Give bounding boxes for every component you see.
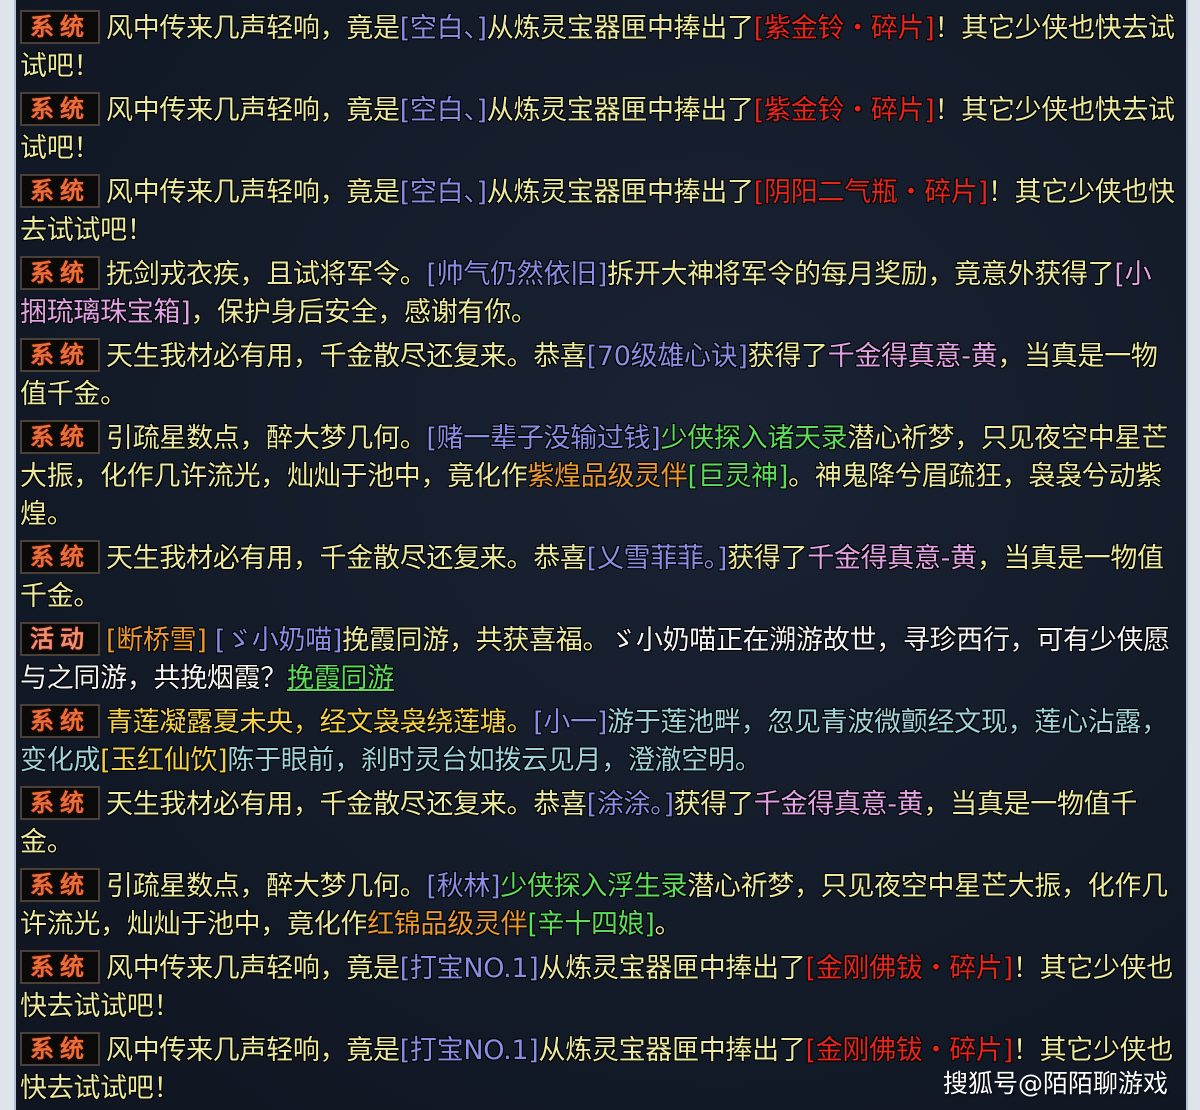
- message-text: 获得了: [747, 341, 828, 372]
- player-name-link[interactable]: [打宝NO.1]: [399, 953, 539, 984]
- message-text: ！其它少侠也快去试试吧！: [20, 177, 1175, 246]
- message-text: 陈于眼前，刹时灵台如拨云见月，澄澈空明。: [227, 745, 762, 776]
- chat-message: 系统 引疏星数点，醉大梦几何。[赌一辈子没输过钱]少侠探入诸天录潜心祈梦，只见夜空…: [20, 420, 1178, 534]
- message-text: ，当真是一物值千金。: [20, 543, 1164, 612]
- message-text: 风中传来几声轻响，竟是: [106, 13, 400, 44]
- system-channel-tag: 系统: [20, 92, 100, 126]
- message-text: 。神鬼降兮眉疏狂，袅袅兮动紫煌。: [20, 461, 1162, 530]
- item-link[interactable]: [紫金铃・碎片]: [753, 95, 935, 126]
- system-channel-tag: 系统: [20, 10, 100, 44]
- message-text: ！其它少侠也快去试试吧！: [20, 95, 1175, 164]
- message-text: 紫煌品级灵伴: [527, 461, 688, 492]
- message-text: ！其它少侠也快去试试吧！: [20, 13, 1175, 82]
- message-text: 红锦品级灵伴: [367, 909, 528, 940]
- player-name-link[interactable]: [空白、]: [399, 13, 487, 44]
- item-link[interactable]: [紫金铃・碎片]: [753, 13, 935, 44]
- chat-message: 系统 风中传来几声轻响，竟是[空白、]从炼灵宝器匣中捧出了[阴阳二气瓶・碎片]！其…: [20, 174, 1178, 250]
- item-link[interactable]: [金刚佛钹・碎片]: [805, 1035, 1014, 1066]
- player-name-link[interactable]: [打宝NO.1]: [399, 1035, 539, 1066]
- message-text: 获得了: [673, 789, 754, 820]
- player-name-link[interactable]: [空白、]: [399, 95, 487, 126]
- message-text: ゞ小奶喵正在溯游故世，寻珍西行，可有少侠愿与之同游，共挽烟霞？: [20, 625, 1170, 694]
- system-channel-tag: 系统: [20, 174, 100, 208]
- message-text: 风中传来几声轻响，竟是: [106, 953, 400, 984]
- system-channel-tag: 系统: [20, 540, 100, 574]
- message-text: 潜心祈梦，只见夜空中星芒大振，化作几许流光，灿灿于池中，竟化作: [20, 871, 1168, 940]
- watermark: 搜狐号@陌陌聊游戏: [942, 1069, 1168, 1098]
- player-name-link[interactable]: [小一]: [533, 707, 608, 738]
- player-name-link[interactable]: [秋林]: [426, 871, 501, 902]
- message-text: 天生我材必有用，千金散尽还复来。恭喜: [106, 789, 587, 820]
- item-link[interactable]: [辛十四娘]: [527, 909, 655, 940]
- item-link[interactable]: [断桥雪]: [106, 625, 207, 656]
- message-text: ，当真是一物值千金。: [20, 341, 1158, 410]
- message-text: 从炼灵宝器匣中捧出了: [538, 953, 806, 984]
- chat-message: 活动 [断桥雪] [ゞ小奶喵]挽霞同游，共获喜福。ゞ小奶喵正在溯游故世，寻珍西行，…: [20, 622, 1178, 698]
- message-text: 挽霞同游，共获喜福。: [342, 625, 610, 656]
- chat-message-list: 系统 风中传来几声轻响，竟是[空白、]从炼灵宝器匣中捧出了[紫金铃・碎片]！其它少…: [20, 10, 1178, 1110]
- message-text: 青莲凝露夏未央，经文袅袅绕莲塘。: [106, 707, 534, 738]
- message-text: ！其它少侠也快去试试吧！: [20, 953, 1174, 1022]
- message-text: 天生我材必有用，千金散尽还复来。恭喜: [106, 543, 587, 574]
- chat-message: 系统 抚剑戎衣疾，且试将军令。[帅气仍然依旧]拆开大神将军令的每月奖励，竟意外获得…: [20, 256, 1178, 332]
- message-text: 千金得真意-黄: [807, 543, 977, 574]
- player-name-link[interactable]: [乂雪菲菲。]: [586, 543, 728, 574]
- chat-log-window: 系统 风中传来几声轻响，竟是[空白、]从炼灵宝器匣中捧出了[紫金铃・碎片]！其它少…: [14, 0, 1188, 1110]
- system-channel-tag: 系统: [20, 256, 100, 290]
- event-channel-tag: 活动: [20, 622, 100, 656]
- chat-message: 系统 天生我材必有用，千金散尽还复来。恭喜[乂雪菲菲。]获得了千金得真意-黄，当真…: [20, 540, 1178, 616]
- chat-message: 系统 引疏星数点，醉大梦几何。[秋林]少侠探入浮生录潜心祈梦，只见夜空中星芒大振，…: [20, 868, 1178, 944]
- system-channel-tag: 系统: [20, 704, 100, 738]
- message-text: 风中传来几声轻响，竟是: [106, 95, 400, 126]
- player-name-link[interactable]: [赌一辈子没输过钱]: [426, 423, 661, 454]
- player-name-link[interactable]: [70级雄心诀]: [586, 341, 748, 372]
- message-text: ，当真是一物值千金。: [20, 789, 1138, 858]
- message-text: 少侠探入浮生录: [500, 871, 688, 902]
- item-link[interactable]: [玉红仙饮]: [100, 745, 228, 776]
- system-channel-tag: 系统: [20, 950, 100, 984]
- message-text: 从炼灵宝器匣中捧出了: [538, 1035, 806, 1066]
- message-text: 千金得真意-黄: [753, 789, 924, 820]
- player-name-link[interactable]: [ゞ小奶喵]: [206, 625, 343, 656]
- chat-message: 系统 风中传来几声轻响，竟是[空白、]从炼灵宝器匣中捧出了[紫金铃・碎片]！其它少…: [20, 10, 1178, 86]
- message-text: 抚剑戎衣疾，且试将军令。: [106, 259, 427, 290]
- system-channel-tag: 系统: [20, 786, 100, 820]
- player-name-link[interactable]: [涂涂。]: [586, 789, 674, 820]
- message-text: ！其它少侠也快去试试吧！: [20, 1035, 1174, 1104]
- player-name-link[interactable]: [帅气仍然依旧]: [426, 259, 608, 290]
- message-text: 少侠探入诸天录: [660, 423, 848, 454]
- message-text: 游于莲池畔，忽见青波微颤经文现，莲心沾露，变化成: [20, 707, 1168, 776]
- message-text: 引疏星数点，醉大梦几何。: [106, 423, 427, 454]
- item-link[interactable]: [阴阳二气瓶・碎片]: [753, 177, 988, 208]
- system-channel-tag: 系统: [20, 338, 100, 372]
- system-channel-tag: 系统: [20, 1032, 100, 1066]
- chat-message: 系统 天生我材必有用，千金散尽还复来。恭喜[涂涂。]获得了千金得真意-黄，当真是一…: [20, 786, 1178, 862]
- message-text: 千金得真意-黄: [827, 341, 998, 372]
- chat-message: 系统 风中传来几声轻响，竟是[空白、]从炼灵宝器匣中捧出了[紫金铃・碎片]！其它少…: [20, 92, 1178, 168]
- chat-message: 系统 风中传来几声轻响，竟是[打宝NO.1]从炼灵宝器匣中捧出了[金刚佛钹・碎片]…: [20, 950, 1178, 1026]
- message-text: 引疏星数点，醉大梦几何。: [106, 871, 427, 902]
- message-text: 获得了: [727, 543, 808, 574]
- message-text: 潜心祈梦，只见夜空中星芒大振，化作几许流光，灿灿于池中，竟化作: [20, 423, 1168, 492]
- item-link[interactable]: [小捆琉璃珠宝箱]: [20, 259, 1152, 328]
- message-text: 从炼灵宝器匣中捧出了: [486, 13, 754, 44]
- message-text: 风中传来几声轻响，竟是: [106, 1035, 400, 1066]
- message-text: 天生我材必有用，千金散尽还复来。恭喜: [106, 341, 587, 372]
- message-text: ，保护身后安全，感谢有你。: [190, 297, 538, 328]
- join-activity-link[interactable]: 挽霞同游: [287, 663, 394, 694]
- message-text: 从炼灵宝器匣中捧出了: [486, 177, 754, 208]
- item-link[interactable]: [金刚佛钹・碎片]: [805, 953, 1014, 984]
- message-text: 。: [654, 909, 682, 940]
- item-link[interactable]: [巨灵神]: [687, 461, 789, 492]
- system-channel-tag: 系统: [20, 868, 100, 902]
- chat-message: 系统 天生我材必有用，千金散尽还复来。恭喜[70级雄心诀]获得了千金得真意-黄，当…: [20, 338, 1178, 414]
- player-name-link[interactable]: [空白、]: [399, 177, 487, 208]
- message-text: 风中传来几声轻响，竟是: [106, 177, 400, 208]
- message-text: 拆开大神将军令的每月奖励，竟意外获得了: [607, 259, 1115, 290]
- chat-message: 系统 风中传来几声轻响，竟是[打宝NO.1]从炼灵宝器匣中捧出了[金刚佛钹・碎片]…: [20, 1032, 1178, 1108]
- chat-message: 系统 青莲凝露夏未央，经文袅袅绕莲塘。[小一]游于莲池畔，忽见青波微颤经文现，莲心…: [20, 704, 1178, 780]
- system-channel-tag: 系统: [20, 420, 100, 454]
- message-text: 从炼灵宝器匣中捧出了: [486, 95, 754, 126]
